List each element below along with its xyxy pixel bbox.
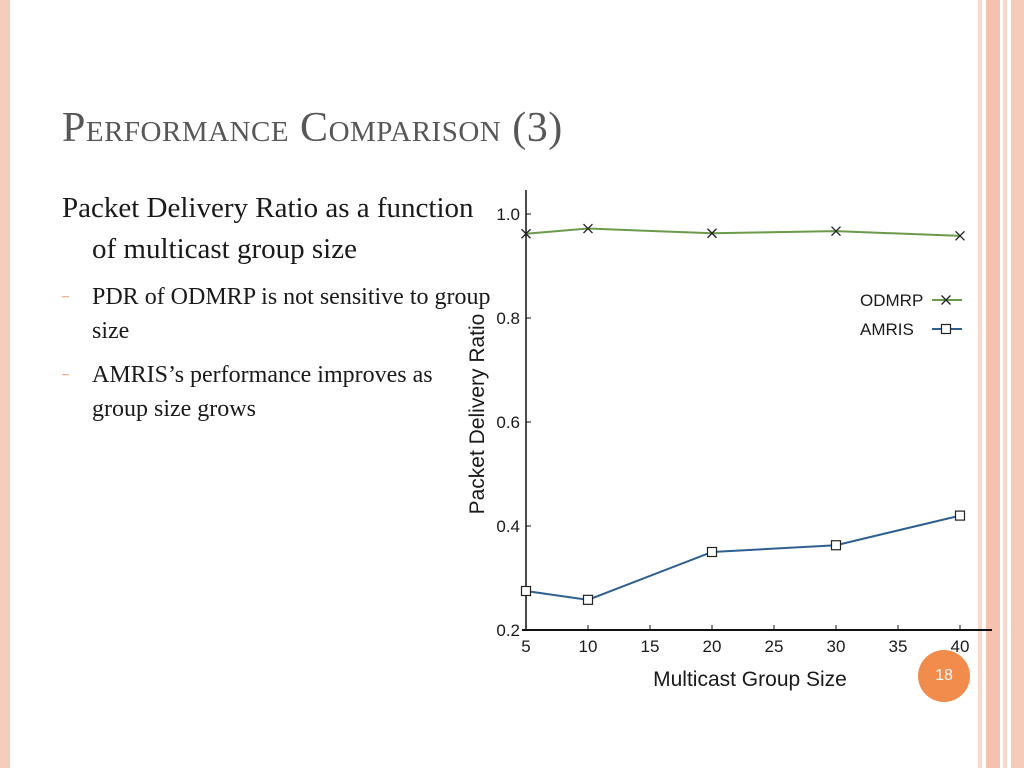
sub-bullet: – AMRIS’s performance improves as group … — [62, 358, 492, 426]
x-tick-label: 40 — [951, 637, 970, 656]
data-point-odmrp — [831, 226, 841, 237]
y-tick-label: 0.4 — [496, 517, 520, 536]
right-border-stripe — [978, 0, 982, 768]
sub-bullet-text: AMRIS’s performance improves as group si… — [92, 362, 433, 422]
right-border-stripe — [1003, 0, 1007, 768]
sub-bullet-text: PDR of ODMRP is not sensitive to group s… — [92, 284, 491, 344]
data-point-odmrp — [521, 228, 531, 239]
x-axis-title: Multicast Group Size — [653, 668, 847, 691]
page-number-badge: 18 — [918, 650, 970, 702]
x-tick-label: 5 — [521, 637, 530, 656]
y-tick-label: 0.6 — [496, 413, 520, 432]
series-line-amris — [525, 514, 961, 601]
data-point-odmrp — [707, 228, 717, 239]
right-border-stripe — [1011, 0, 1024, 768]
x-tick-label: 25 — [765, 637, 784, 656]
pdr-line-chart: 5 10 15 20 25 30 35 40 0.2 0.4 0.6 0.8 1.0 Multicast … — [466, 190, 992, 691]
x-tick-label: 20 — [703, 637, 722, 656]
bullet-dash-icon: – — [62, 289, 69, 304]
x-tick-label: 35 — [889, 637, 908, 656]
x-tick-label: 15 — [641, 637, 660, 656]
data-point-odmrp — [941, 295, 951, 305]
data-point-amris — [706, 546, 718, 558]
data-point-amris — [520, 585, 532, 597]
bullet-dash-icon: – — [62, 367, 69, 382]
y-tick-label: 0.2 — [496, 621, 520, 640]
slide-title: Performance Comparison (3) — [62, 105, 563, 151]
bullet-list: Packet Delivery Ratio as a function of m… — [62, 188, 492, 426]
data-point-amris — [954, 510, 966, 521]
y-axis-title: Packet Delivery Ratio — [466, 314, 489, 515]
y-tick-label: 1.0 — [496, 205, 520, 224]
x-tick-label: 10 — [579, 637, 598, 656]
left-border-decoration — [0, 0, 10, 768]
data-point-amris — [830, 540, 842, 551]
x-tick-label: 30 — [827, 637, 846, 656]
y-tick-label: 0.8 — [496, 309, 520, 328]
data-point-odmrp — [583, 223, 593, 234]
main-bullet: Packet Delivery Ratio as a function of m… — [62, 192, 474, 265]
sub-bullet: – PDR of ODMRP is not sensitive to group… — [62, 280, 492, 348]
data-point-odmrp — [955, 230, 965, 241]
legend-label-amris: AMRIS — [860, 320, 914, 339]
right-border-stripe — [986, 0, 1000, 768]
legend-label-odmrp: ODMRP — [860, 291, 923, 310]
data-point-amris — [940, 323, 952, 335]
data-point-amris — [582, 594, 594, 605]
